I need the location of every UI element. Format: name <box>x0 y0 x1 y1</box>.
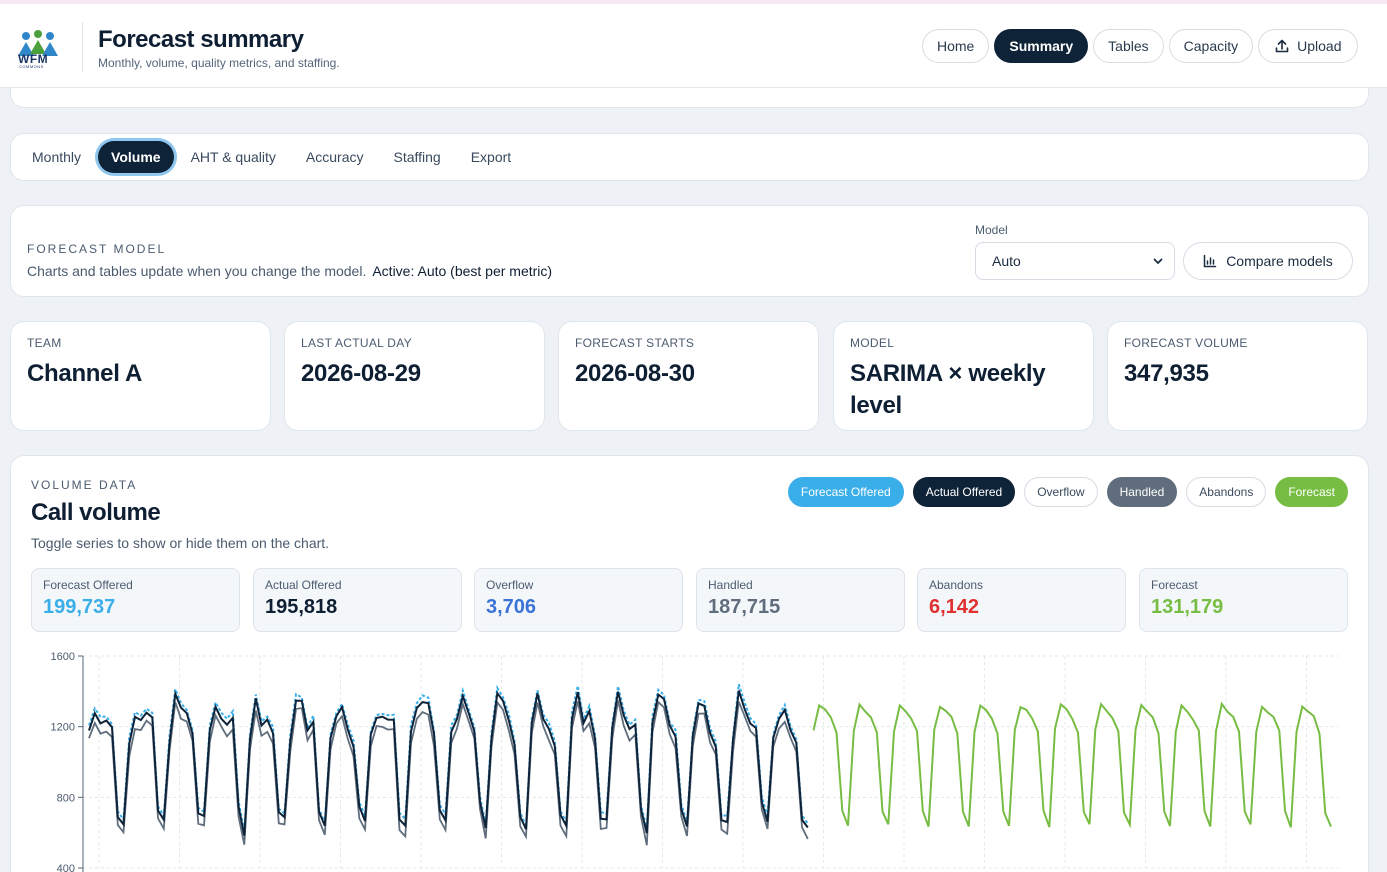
series-actual-offered <box>88 689 809 836</box>
stat-value: Channel A <box>27 360 143 387</box>
model-select[interactable]: Auto <box>975 242 1175 280</box>
stat-card-last-actual-day: LAST ACTUAL DAY 2026-08-29 <box>284 321 545 431</box>
stat-value: 2026-08-29 <box>301 360 421 387</box>
toggle-actual-offered[interactable]: Actual Offered <box>912 477 1016 507</box>
total-label: Overflow <box>486 578 534 592</box>
top-nav: Home Summary Tables Capacity Upload <box>922 29 1359 63</box>
total-label: Actual Offered <box>265 578 342 592</box>
chevron-down-icon <box>1153 258 1163 264</box>
volume-data-panel: VOLUME DATA Call volume Toggle series to… <box>10 455 1369 872</box>
y-tick-label: 800 <box>57 792 75 804</box>
toggle-forecast-offered[interactable]: Forecast Offered <box>787 477 904 507</box>
nav-summary[interactable]: Summary <box>994 29 1089 63</box>
forecast-model-label: FORECAST MODEL <box>27 242 167 256</box>
total-value: 195,818 <box>265 596 338 618</box>
collapsed-panel <box>10 88 1369 108</box>
compare-models-button[interactable]: Compare models <box>1183 242 1353 280</box>
stat-label: LAST ACTUAL DAY <box>301 336 412 350</box>
model-select-value: Auto <box>992 253 1021 269</box>
stat-value: SARIMA × weekly level <box>850 360 1046 419</box>
total-label: Handled <box>708 578 753 592</box>
active-model-text: Active: Auto (best per metric) <box>372 263 553 279</box>
toggle-forecast[interactable]: Forecast <box>1275 477 1348 507</box>
total-abandons: Abandons 6,142 <box>917 568 1126 632</box>
volume-section-label: VOLUME DATA <box>31 478 138 492</box>
nav-home[interactable]: Home <box>922 29 990 63</box>
page-subtitle: Monthly, volume, quality metrics, and st… <box>98 56 340 70</box>
tab-staffing[interactable]: Staffing <box>393 149 441 165</box>
top-accent-line <box>0 0 1387 4</box>
stat-card-model: MODEL SARIMA × weekly level <box>833 321 1094 431</box>
bar-chart-icon <box>1203 254 1217 268</box>
total-label: Forecast <box>1151 578 1198 592</box>
stat-label: FORECAST STARTS <box>575 336 695 350</box>
total-value: 131,179 <box>1151 596 1224 618</box>
toggle-overflow[interactable]: Overflow <box>1024 477 1098 507</box>
nav-tables[interactable]: Tables <box>1093 29 1164 63</box>
tab-accuracy[interactable]: Accuracy <box>305 149 364 165</box>
tab-export[interactable]: Export <box>470 149 512 165</box>
model-field-label: Model <box>975 223 1008 237</box>
total-forecast-offered: Forecast Offered 199,737 <box>31 568 240 632</box>
stat-card-team: TEAM Channel A <box>10 321 271 431</box>
page-title: Forecast summary <box>98 26 304 53</box>
total-overflow: Overflow 3,706 <box>474 568 683 632</box>
total-value: 199,737 <box>43 596 116 618</box>
forecast-model-desc-text: Charts and tables update when you change… <box>27 263 367 279</box>
total-handled: Handled 187,715 <box>696 568 905 632</box>
header-divider <box>82 22 83 72</box>
series-toggles: Forecast Offered Actual Offered Overflow… <box>787 477 1348 507</box>
series-forecast <box>812 701 1332 829</box>
forecast-model-panel: FORECAST MODEL Charts and tables update … <box>10 205 1369 297</box>
y-tick-label: 1600 <box>51 651 75 663</box>
upload-label: Upload <box>1297 38 1342 54</box>
total-value: 3,706 <box>486 596 537 618</box>
logo-subtext: COMMONS <box>19 64 44 69</box>
stat-value: 2026-08-30 <box>575 360 695 387</box>
stat-card-forecast-volume: FORECAST VOLUME 347,935 <box>1107 321 1368 431</box>
wfm-logo-icon <box>18 30 58 56</box>
forecast-model-description: Charts and tables update when you change… <box>27 263 552 279</box>
total-value: 6,142 <box>929 596 980 618</box>
y-tick-label: 1200 <box>51 722 75 734</box>
logo-text: WFM <box>18 52 49 66</box>
toggle-handled[interactable]: Handled <box>1106 477 1178 507</box>
volume-hint: Toggle series to show or hide them on th… <box>31 535 330 551</box>
toggle-abandons[interactable]: Abandons <box>1186 477 1267 507</box>
app-header: WFM COMMONS Forecast summary Monthly, vo… <box>0 4 1387 88</box>
stat-label: MODEL <box>850 336 895 350</box>
total-actual-offered: Actual Offered 195,818 <box>253 568 462 632</box>
total-value: 187,715 <box>708 596 781 618</box>
volume-title: Call volume <box>31 499 161 526</box>
call-volume-chart: 400 800 1200 1600 <box>51 651 1339 872</box>
upload-button[interactable]: Upload <box>1258 29 1359 63</box>
tab-volume[interactable]: Volume <box>98 141 174 173</box>
tab-aht-quality[interactable]: AHT & quality <box>190 149 276 165</box>
stat-value: 347,935 <box>1124 360 1209 387</box>
y-tick-label: 400 <box>57 863 75 872</box>
stat-label: FORECAST VOLUME <box>1124 336 1248 350</box>
total-forecast: Forecast 131,179 <box>1139 568 1348 632</box>
stat-label: TEAM <box>27 336 62 350</box>
section-tabs: Monthly Volume AHT & quality Accuracy St… <box>10 133 1369 181</box>
total-label: Forecast Offered <box>43 578 133 592</box>
upload-icon <box>1275 39 1289 53</box>
compare-models-label: Compare models <box>1226 253 1333 269</box>
total-label: Abandons <box>929 578 984 592</box>
stat-card-forecast-starts: FORECAST STARTS 2026-08-30 <box>558 321 819 431</box>
tab-monthly[interactable]: Monthly <box>32 149 82 165</box>
nav-capacity[interactable]: Capacity <box>1168 29 1254 63</box>
